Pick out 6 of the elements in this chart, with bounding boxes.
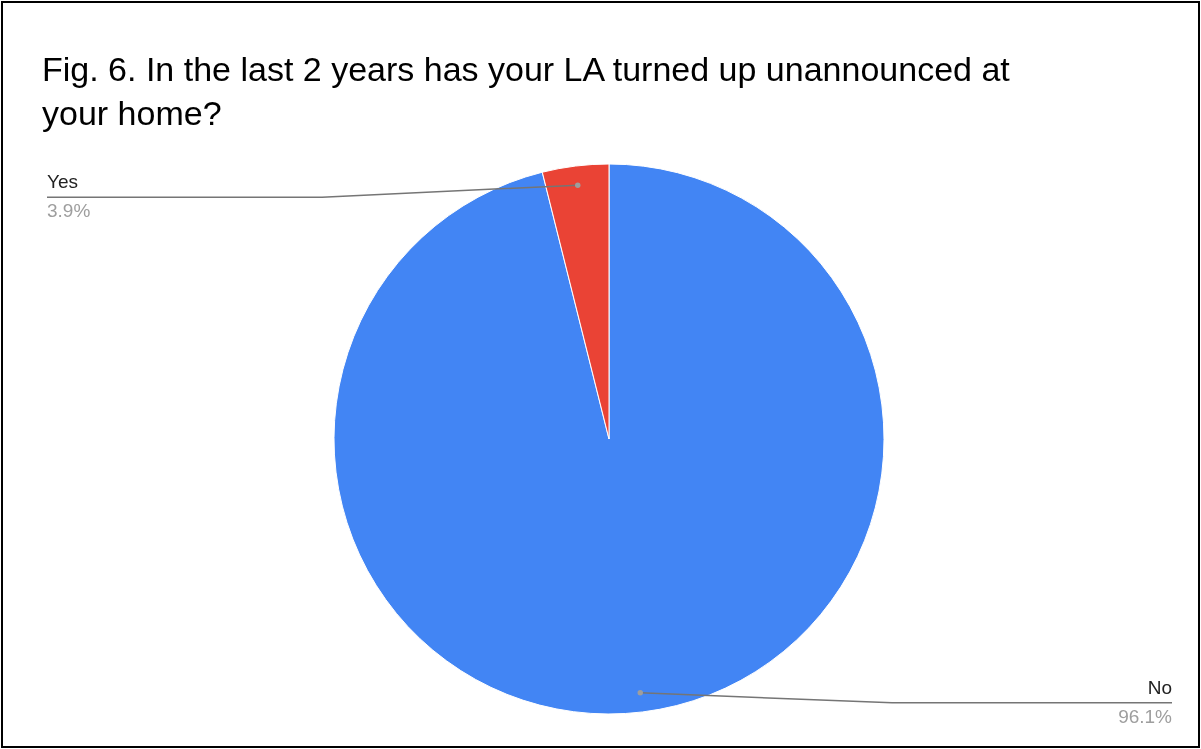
data-label: 3.9% [47,200,91,222]
slice-label: No [1147,676,1172,698]
slice-label: Yes [47,171,78,193]
data-label: 96.1% [1118,705,1173,727]
pie-slice [333,163,885,715]
chart-title: Fig. 6. In the last 2 years has your LA turned up unannounced at your home? [42,50,1011,132]
